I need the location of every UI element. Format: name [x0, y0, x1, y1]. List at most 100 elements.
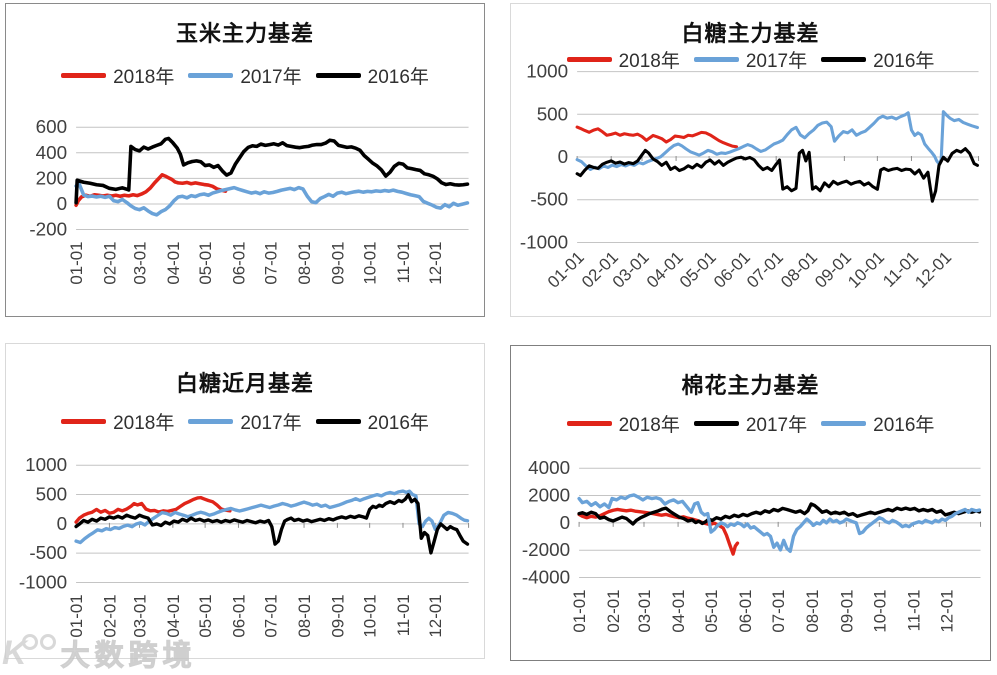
- legend-item-2016: 2016年: [315, 62, 429, 89]
- svg-text:06-01: 06-01: [736, 589, 755, 632]
- chart-legend: 2018年 2017年 2016年: [511, 46, 990, 73]
- svg-text:-1000: -1000: [19, 571, 67, 592]
- svg-text:06-01: 06-01: [710, 248, 754, 292]
- svg-text:05-01: 05-01: [702, 589, 721, 632]
- svg-text:200: 200: [36, 167, 67, 188]
- legend-line-swatch: [315, 419, 361, 424]
- legend-item-2016: 2016年: [821, 410, 934, 437]
- svg-text:2000: 2000: [528, 485, 570, 506]
- legend-line-swatch: [61, 419, 107, 424]
- legend-item-2017: 2017年: [693, 410, 808, 437]
- chart-plot-area: 10005000-500-100001-0102-0103-0104-0105-…: [520, 61, 980, 292]
- svg-text:09-01: 09-01: [837, 589, 856, 632]
- svg-text:08-01: 08-01: [803, 589, 822, 632]
- chart-panel-sugar-main-basis: 白糖主力基差 2018年 2017年 2016年 1000 500 0 -500 -10…: [510, 3, 991, 317]
- svg-text:02-01: 02-01: [100, 241, 119, 284]
- legend-line-swatch: [693, 57, 739, 62]
- legend-label: 2016年: [873, 415, 935, 436]
- svg-text:4000: 4000: [528, 457, 570, 478]
- legend-label: 2017年: [240, 413, 302, 434]
- legend-label: 2016年: [367, 67, 429, 88]
- legend-label: 2017年: [745, 51, 808, 72]
- svg-text:01-01: 01-01: [67, 241, 86, 284]
- svg-text:07-01: 07-01: [769, 589, 788, 632]
- chart-panel-sugar-near-month-basis: 白糖近月基差 2018年 2017年 2016年 1000 500 0 -500 -10…: [5, 343, 485, 659]
- legend-label: 2016年: [367, 413, 429, 434]
- legend-item-2016: 2016年: [315, 408, 429, 435]
- svg-text:-200: -200: [29, 219, 67, 240]
- svg-text:400: 400: [36, 142, 67, 163]
- legend-line-swatch: [693, 421, 739, 426]
- svg-text:0: 0: [57, 513, 68, 534]
- svg-text:0: 0: [558, 146, 569, 167]
- svg-text:05-01: 05-01: [676, 248, 720, 292]
- svg-text:10-01: 10-01: [361, 594, 380, 637]
- legend-label: 2016年: [873, 51, 935, 72]
- svg-text:05-01: 05-01: [196, 594, 215, 637]
- svg-text:09-01: 09-01: [811, 248, 855, 292]
- svg-text:01-01: 01-01: [544, 248, 588, 292]
- legend-item-2018: 2018年: [61, 62, 174, 89]
- svg-text:0: 0: [57, 193, 68, 214]
- svg-text:10-01: 10-01: [844, 248, 888, 292]
- legend-line-swatch: [566, 421, 612, 426]
- svg-text:10-01: 10-01: [361, 241, 380, 284]
- svg-text:10-01: 10-01: [870, 589, 889, 632]
- svg-text:11-01: 11-01: [904, 589, 923, 631]
- svg-text:03-01: 03-01: [130, 594, 149, 637]
- legend-line-swatch: [821, 421, 867, 426]
- svg-text:01-01: 01-01: [67, 594, 86, 637]
- svg-text:11-01: 11-01: [879, 248, 922, 291]
- legend-label: 2018年: [618, 415, 680, 436]
- svg-text:04-01: 04-01: [164, 241, 183, 284]
- chart-panel-corn-main-basis: 玉米主力基差 2018年 2017年 2016年 600 400 200 0 -200 0…: [5, 3, 485, 317]
- svg-text:07-01: 07-01: [743, 248, 787, 292]
- svg-text:11-01: 11-01: [394, 594, 413, 636]
- svg-text:08-01: 08-01: [777, 248, 821, 292]
- svg-text:07-01: 07-01: [262, 241, 281, 284]
- svg-text:0: 0: [560, 512, 571, 533]
- legend-line-swatch: [188, 73, 234, 78]
- svg-text:500: 500: [537, 103, 568, 124]
- svg-text:09-01: 09-01: [328, 594, 347, 637]
- legend-line-swatch: [315, 73, 361, 78]
- legend-item-2017: 2017年: [188, 408, 302, 435]
- chart-title: 玉米主力基差: [175, 21, 314, 46]
- legend-label: 2017年: [240, 67, 302, 88]
- legend-item-2017: 2017年: [693, 46, 808, 73]
- legend-line-swatch: [821, 57, 867, 62]
- svg-text:04-01: 04-01: [669, 589, 688, 632]
- legend-item-2018: 2018年: [61, 408, 174, 435]
- chart-legend: 2018年 2017年 2016年: [6, 408, 484, 435]
- svg-text:1000: 1000: [526, 61, 568, 82]
- legend-label: 2018年: [618, 51, 680, 72]
- legend-line-swatch: [566, 57, 612, 62]
- svg-text:04-01: 04-01: [164, 594, 183, 637]
- svg-text:05-01: 05-01: [196, 241, 215, 284]
- svg-text:06-01: 06-01: [229, 594, 248, 637]
- chart-title: 棉花主力基差: [681, 373, 820, 398]
- svg-text:08-01: 08-01: [295, 594, 314, 637]
- chart-title: 白糖近月基差: [175, 371, 314, 396]
- chart-title: 白糖主力基差: [681, 21, 820, 46]
- svg-text:03-01: 03-01: [609, 248, 653, 292]
- svg-text:-2000: -2000: [522, 539, 570, 560]
- svg-text:09-01: 09-01: [328, 241, 347, 284]
- legend-label: 2018年: [113, 67, 175, 88]
- chart-legend: 2018年 2017年 2016年: [511, 410, 990, 437]
- legend-item-2018: 2018年: [566, 410, 680, 437]
- legend-line-swatch: [188, 419, 234, 424]
- svg-text:500: 500: [36, 484, 67, 505]
- svg-text:12-01: 12-01: [937, 589, 956, 632]
- legend-label: 2017年: [745, 415, 808, 436]
- svg-text:1000: 1000: [25, 454, 67, 475]
- chart-legend: 2018年 2017年 2016年: [6, 62, 484, 89]
- svg-text:01-01: 01-01: [570, 589, 589, 632]
- svg-text:-500: -500: [29, 542, 67, 563]
- svg-text:04-01: 04-01: [643, 248, 687, 292]
- legend-item-2017: 2017年: [188, 62, 302, 89]
